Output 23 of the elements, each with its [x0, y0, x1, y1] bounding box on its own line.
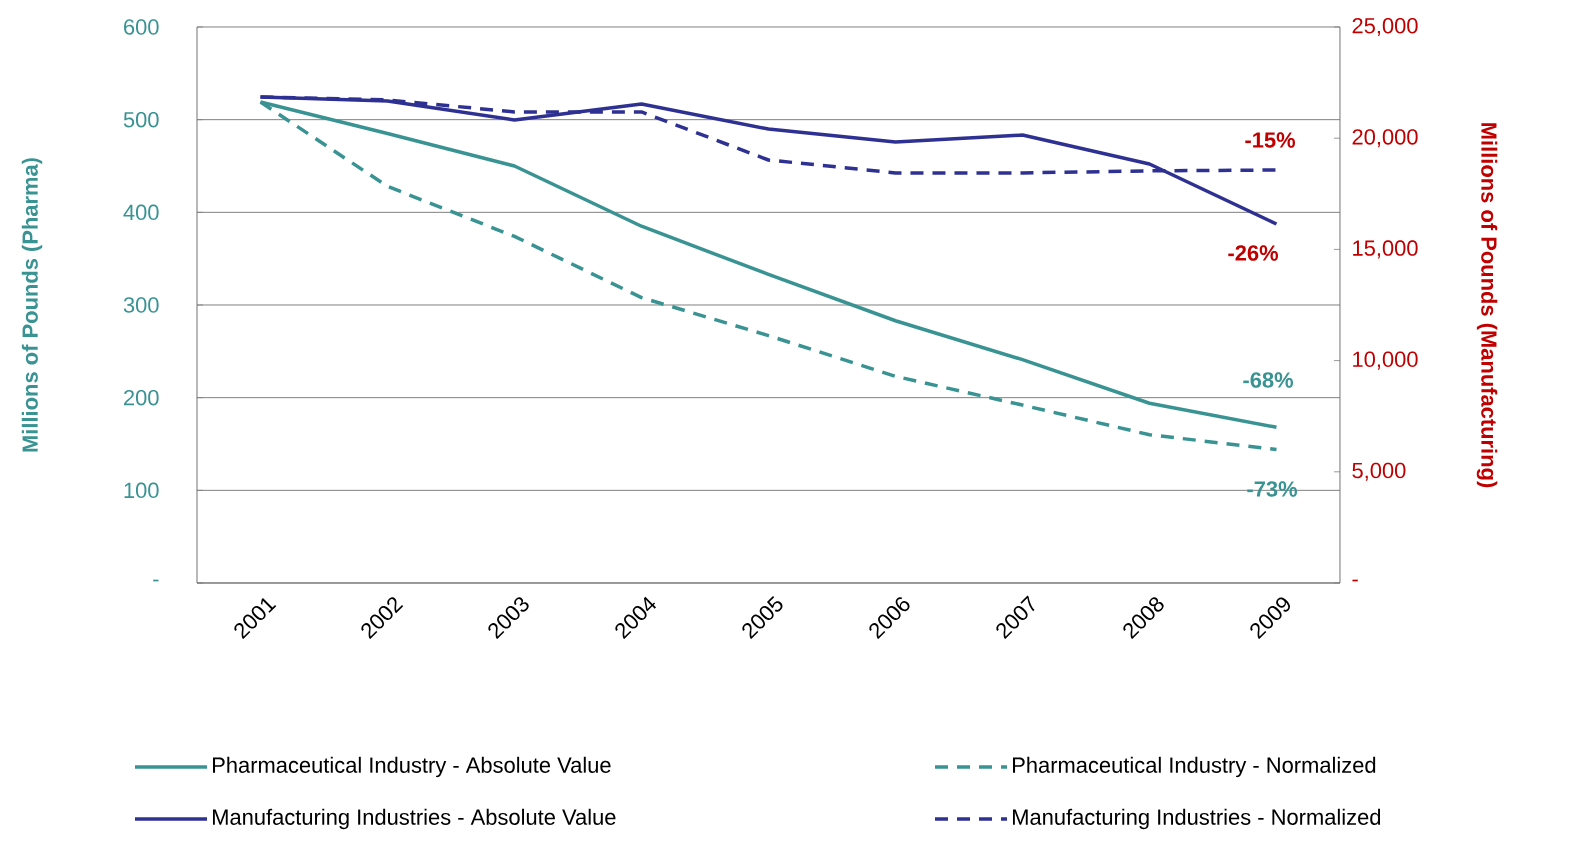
- annotation: -73%: [1247, 481, 1298, 497]
- y2-tick-label: 5,000: [1352, 462, 1406, 481]
- y-tick-label: 400: [123, 204, 159, 221]
- legend-label: Pharmaceutical Industry - Absolute Value: [213, 756, 611, 778]
- y2-tick-label: 25,000: [1352, 17, 1418, 37]
- annotation: -68%: [1243, 372, 1294, 388]
- y-axis-title: Millions of Pounds (Pharma): [21, 158, 43, 452]
- y-tick-label: 300: [123, 297, 159, 313]
- y2-tick-label: 15,000: [1353, 240, 1418, 259]
- y-tick-label: 200: [124, 389, 159, 406]
- y2-axis-title: Millions of Pounds (Manufacturing): [1476, 123, 1498, 488]
- y2-tick-label: 20,000: [1352, 129, 1418, 148]
- legend-label: Manufacturing Industries - Absolute Value: [213, 808, 616, 830]
- legend-label: Manufacturing Industries - Normalized: [1013, 808, 1381, 830]
- y2-tick-label: -: [1352, 579, 1358, 582]
- annotation: -15%: [1245, 132, 1296, 148]
- y-tick-label: 500: [123, 111, 159, 128]
- y-tick-label: 600: [124, 19, 159, 35]
- annotation: -26%: [1228, 245, 1279, 261]
- y-tick-label: -: [153, 579, 159, 582]
- y2-tick-label: 10,000: [1353, 351, 1418, 370]
- legend-label: Pharmaceutical Industry - Normalized: [1013, 756, 1376, 778]
- y-tick-label: 100: [124, 482, 159, 499]
